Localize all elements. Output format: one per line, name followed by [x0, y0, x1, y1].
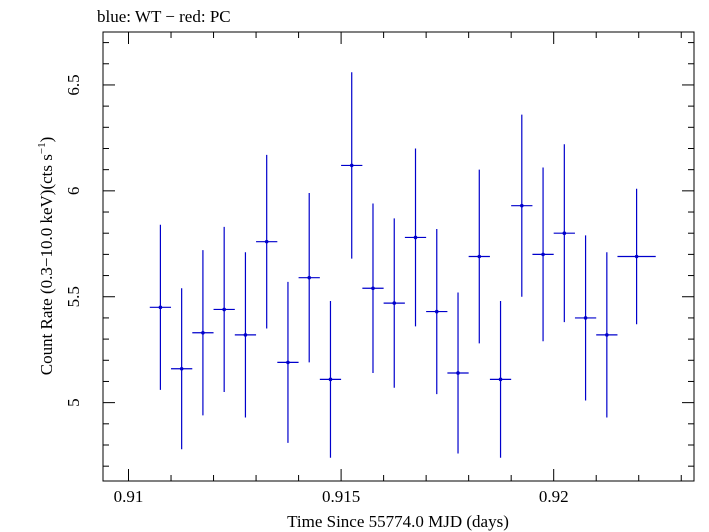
- data-marker: [434, 309, 439, 314]
- data-point: [149, 224, 172, 390]
- y-tick-label: 6.5: [64, 74, 83, 95]
- data-marker: [520, 203, 524, 208]
- y-axis-label-main: Count Rate (0.3−10.0 keV)(cts s: [37, 154, 56, 375]
- x-axis-label: Time Since 55774.0 MJD (days): [287, 512, 509, 531]
- x-tick-label: 0.92: [539, 487, 569, 506]
- data-marker: [634, 254, 639, 259]
- y-axis-label-sup: −1: [36, 142, 48, 154]
- data-marker: [498, 377, 503, 382]
- data-point: [596, 252, 618, 418]
- y-axis-label: Count Rate (0.3−10.0 keV)(cts s−1): [36, 137, 56, 376]
- y-axis-ticks: 5 5.5 6 6.5: [64, 42, 694, 467]
- data-point: [213, 226, 235, 393]
- data-point: [383, 218, 405, 388]
- data-point: [362, 203, 384, 373]
- y-tick-label: 6: [64, 187, 83, 196]
- data-marker: [562, 231, 567, 236]
- data-point: [489, 300, 512, 458]
- data-point: [298, 192, 320, 363]
- data-marker: [243, 333, 248, 337]
- data-marker: [541, 252, 545, 257]
- data-point: [256, 154, 278, 329]
- y-tick-label: 5.5: [64, 286, 83, 307]
- data-point: [468, 169, 490, 344]
- data-marker: [456, 371, 460, 375]
- x-tick-label: 0.91: [114, 487, 144, 506]
- data-point: [192, 250, 214, 416]
- data-point: [426, 228, 448, 395]
- data-point: [553, 144, 575, 323]
- data-marker: [286, 360, 290, 365]
- data-point: [574, 235, 597, 401]
- data-marker: [392, 301, 397, 305]
- data-point: [511, 114, 533, 297]
- data-marker: [158, 305, 163, 310]
- data-point: [234, 252, 257, 418]
- data-marker: [307, 275, 312, 280]
- y-tick-label: 5: [64, 398, 83, 407]
- data-marker: [477, 254, 482, 259]
- y-axis-label-end: ): [37, 137, 56, 143]
- data-point: [617, 188, 656, 325]
- data-marker: [179, 366, 184, 371]
- data-marker: [328, 377, 333, 382]
- data-marker: [201, 330, 205, 335]
- x-axis-ticks: 0.91 0.915 0.92: [114, 32, 682, 506]
- data-marker: [605, 333, 609, 337]
- data-marker: [583, 316, 588, 320]
- data-point: [319, 300, 342, 458]
- data-point: [404, 148, 427, 327]
- data-series: [149, 72, 656, 458]
- plot-frame: [102, 31, 695, 482]
- chart-title: blue: WT − red: PC: [97, 7, 231, 26]
- data-point: [171, 288, 193, 450]
- data-marker: [413, 235, 418, 240]
- data-point: [447, 292, 469, 454]
- data-marker: [349, 163, 354, 168]
- data-point: [277, 281, 299, 443]
- plot-area: [102, 31, 695, 482]
- data-marker: [264, 239, 269, 244]
- x-tick-label: 0.915: [322, 487, 360, 506]
- data-point: [341, 72, 363, 259]
- data-marker: [371, 286, 375, 291]
- data-point: [532, 167, 554, 342]
- data-marker: [222, 307, 226, 312]
